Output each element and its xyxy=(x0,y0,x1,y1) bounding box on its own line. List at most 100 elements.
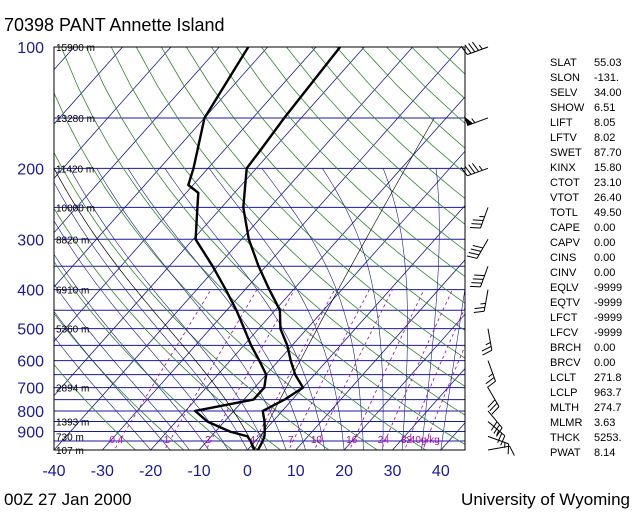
dry-adiabat xyxy=(54,91,378,450)
index-name: CAPE xyxy=(550,222,580,234)
wind-barb-full xyxy=(470,285,481,288)
temperature-tick-label: -40 xyxy=(42,463,65,480)
pressure-tick-label: 500 xyxy=(17,322,44,339)
index-value: -9999 xyxy=(594,327,622,339)
wind-barb-staff xyxy=(467,46,489,55)
moist-adiabat xyxy=(54,181,248,450)
dry-adiabat xyxy=(185,47,465,332)
height-label: 2894 m xyxy=(56,384,89,395)
wind-barb xyxy=(485,360,496,388)
isotherm-line xyxy=(54,47,413,450)
wind-barb-full xyxy=(471,223,482,225)
dry-adiabat xyxy=(60,47,427,450)
mixing-ratio-label: 1 xyxy=(164,435,170,446)
wind-barb-full xyxy=(473,310,485,314)
index-value: 49.50 xyxy=(594,207,622,219)
wind-barb xyxy=(487,445,515,456)
index-name: MLMR xyxy=(550,417,582,429)
wind-barb-full xyxy=(472,245,484,249)
wind-barb-staff xyxy=(487,360,496,382)
wind-barb-staff xyxy=(487,421,506,437)
index-name: LFCV xyxy=(550,327,579,339)
mixing-ratio-line xyxy=(349,289,425,450)
index-name: SELV xyxy=(550,87,578,99)
moist-adiabat xyxy=(54,283,190,450)
height-label: 11420 m xyxy=(56,164,94,175)
isotherm-line xyxy=(198,150,465,450)
pressure-tick-label: 700 xyxy=(17,381,44,398)
wind-barb xyxy=(463,116,489,126)
wind-barb xyxy=(487,387,500,415)
temperature-tick-label: -30 xyxy=(91,463,114,480)
height-label: 6910 m xyxy=(56,286,89,297)
mixing-ratio-label: 24 xyxy=(378,435,390,446)
index-name: SHOW xyxy=(550,102,585,114)
wind-barb-full xyxy=(470,248,482,252)
height-label: 1393 m xyxy=(56,418,89,429)
height-label: 730 m xyxy=(56,432,84,443)
dry-adiabat xyxy=(54,363,137,450)
pressure-axis: 100 200 300 400 500 600 700 800 900 xyxy=(17,40,44,442)
wind-barb-full xyxy=(472,219,484,222)
index-value: 15.80 xyxy=(594,162,622,174)
index-value: 0.00 xyxy=(594,357,615,369)
index-value: 3.63 xyxy=(594,417,615,429)
index-name: CINV xyxy=(550,267,577,279)
isotherm-line xyxy=(54,47,172,179)
index-value: -9999 xyxy=(594,312,622,324)
dry-adiabat xyxy=(54,312,185,450)
moist-adiabat xyxy=(54,310,171,450)
wind-barb-half xyxy=(478,165,483,171)
index-name: CAPV xyxy=(550,237,581,249)
wind-barb-full xyxy=(470,226,481,229)
height-label: 5360 m xyxy=(56,325,89,336)
height-label: 8820 m xyxy=(56,235,89,246)
wind-barb-half xyxy=(496,430,500,436)
isotherm-line xyxy=(54,47,317,342)
index-value: 8.05 xyxy=(594,117,615,129)
stability-indices: SLAT 55.03 SLON -131. SELV 34.00 SHOW 6.51 LIFT 8… xyxy=(550,57,622,459)
mixing-ratio-line xyxy=(288,289,370,450)
index-name: EQLV xyxy=(550,282,579,294)
pressure-tick-label: 800 xyxy=(17,404,44,421)
dry-adiabat xyxy=(54,151,330,450)
dry-adiabat xyxy=(286,47,465,225)
moist-adiabat xyxy=(440,285,465,450)
mixing-ratio-line xyxy=(404,306,465,450)
index-value: 34.00 xyxy=(594,87,622,99)
wind-barb-full xyxy=(507,443,510,455)
index-name: EQTV xyxy=(550,297,581,309)
index-name: SLON xyxy=(550,72,580,84)
index-value: 8.02 xyxy=(594,132,615,144)
wind-barb xyxy=(466,239,489,259)
wind-barb-full xyxy=(466,255,478,259)
isotherm-line xyxy=(102,47,462,450)
wind-barb-full xyxy=(490,421,498,431)
wind-barb-full xyxy=(481,345,492,352)
parcel-mixing-line xyxy=(253,117,435,450)
moist-adiabat xyxy=(164,168,326,450)
chart-title: 70398 PANT Annette Island xyxy=(4,15,225,35)
moist-adiabat xyxy=(421,168,440,450)
index-name: LCLP xyxy=(550,387,578,399)
index-value: 0.00 xyxy=(594,237,615,249)
wind-barb-full xyxy=(472,278,484,280)
index-name: BRCH xyxy=(550,342,581,354)
parcel-path xyxy=(54,167,259,450)
moist-adiabat xyxy=(208,168,345,450)
isotherm-line xyxy=(295,259,465,450)
height-label: 13280 m xyxy=(56,114,95,125)
index-name: PWAT xyxy=(550,447,581,459)
pressure-tick-label: 600 xyxy=(17,354,44,371)
index-value: 6.51 xyxy=(594,102,615,114)
index-value: -131. xyxy=(594,72,619,84)
index-name: CTOT xyxy=(550,177,580,189)
wind-barb-staff xyxy=(467,167,489,177)
wind-barb-half xyxy=(485,342,491,346)
index-value: 0.00 xyxy=(594,267,615,279)
wind-barb xyxy=(460,163,489,177)
mixing-ratio-label: 32 xyxy=(401,435,413,446)
wind-barb-full xyxy=(489,402,498,412)
wind-barb-staff xyxy=(487,387,500,407)
